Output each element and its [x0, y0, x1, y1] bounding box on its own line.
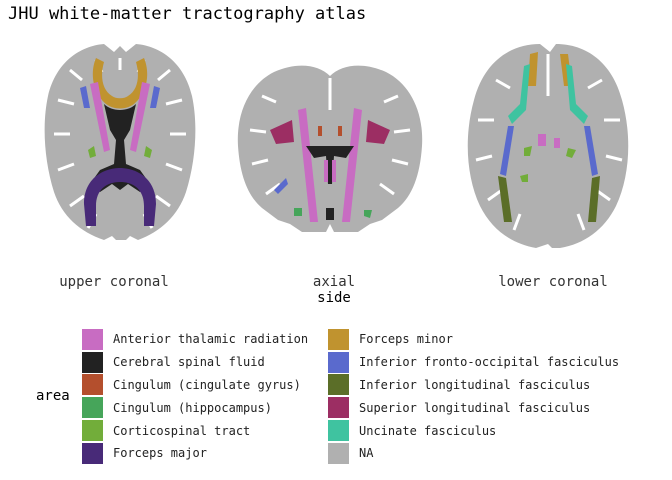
- legend-column-right: Forceps minor Inferior fronto-occipital …: [328, 328, 619, 465]
- legend-label: NA: [359, 446, 374, 461]
- atr-left: [298, 108, 318, 222]
- legend-item: Cingulum (hippocampus): [82, 396, 308, 419]
- legend-label: Superior longitudinal fasciculus: [359, 400, 591, 415]
- legend-swatch: [82, 397, 103, 419]
- cingulum-hippocampus: [294, 208, 372, 218]
- ifof-right: [150, 86, 160, 108]
- ifof-left: [274, 178, 288, 194]
- legend-label: Inferior longitudinal fasciculus: [359, 377, 591, 392]
- legend-item: Forceps minor: [328, 328, 619, 351]
- ifof-right: [584, 126, 598, 176]
- legend-label: Forceps minor: [359, 332, 453, 347]
- legend-swatch: [328, 351, 349, 373]
- legend-item: Corticospinal tract: [82, 419, 308, 442]
- legend-label: Cerebral spinal fluid: [113, 355, 265, 370]
- legend-item: Uncinate fasciculus: [328, 419, 619, 442]
- ilf-right: [588, 176, 600, 222]
- legend-item: Anterior thalamic radiation: [82, 328, 308, 351]
- legend-item: Superior longitudinal fasciculus: [328, 396, 619, 419]
- legend-column-left: Anterior thalamic radiation Cerebral spi…: [82, 328, 308, 465]
- ifof-left: [80, 86, 90, 108]
- legend-swatch: [82, 374, 103, 396]
- legend-item: NA: [328, 442, 619, 465]
- legend-swatch: [82, 420, 103, 442]
- forceps-minor: [92, 58, 148, 109]
- legend-label: Corticospinal tract: [113, 423, 251, 438]
- anterior-thalamic-radiation-right: [130, 82, 150, 152]
- legend-label: Cingulum (hippocampus): [113, 400, 272, 415]
- plot-title: JHU white-matter tractography atlas: [8, 4, 367, 24]
- panel-label-lower-coronal: lower coronal: [498, 274, 608, 290]
- anterior-thalamic-radiation-left: [90, 82, 110, 152]
- panel-label-upper-coronal: upper coronal: [59, 274, 169, 290]
- legend-title: area: [36, 388, 70, 404]
- legend-swatch: [82, 328, 103, 350]
- panel-axial: [237, 65, 423, 232]
- csf: [90, 104, 150, 192]
- panel-label-axial: axial: [312, 274, 356, 290]
- cst-left: [88, 146, 96, 158]
- slf-right: [366, 120, 390, 144]
- legend-label: Uncinate fasciculus: [359, 423, 497, 438]
- legend-swatch: [328, 328, 349, 350]
- csf: [306, 146, 354, 220]
- legend-item: Inferior longitudinal fasciculus: [328, 374, 619, 397]
- legend-label: Forceps major: [113, 446, 207, 461]
- panel-upper-coronal: [44, 44, 196, 240]
- x-axis-title: side: [317, 290, 351, 306]
- legend-label: Inferior fronto-occipital fasciculus: [359, 355, 620, 370]
- atr: [538, 134, 560, 148]
- cingulum-hippocampus: [520, 146, 576, 182]
- legend-item: Cingulum (cingulate gyrus): [82, 374, 308, 397]
- cst-right: [144, 146, 152, 158]
- sulci: [249, 78, 411, 196]
- uncinate-right: [566, 64, 588, 124]
- atr-center: [324, 160, 336, 182]
- cingulum-gyrus: [318, 126, 342, 136]
- legend-swatch: [328, 420, 349, 442]
- slf-left: [270, 120, 294, 144]
- legend-swatch: [82, 351, 103, 373]
- legend-item: Cerebral spinal fluid: [82, 351, 308, 374]
- atr-right: [342, 108, 362, 222]
- legend-item: Forceps major: [82, 442, 308, 465]
- sulci: [475, 54, 623, 231]
- legend-swatch: [328, 442, 349, 464]
- ifof-left: [500, 126, 514, 176]
- uncinate-left: [508, 64, 530, 124]
- legend-swatch: [328, 397, 349, 419]
- legend-label: Anterior thalamic radiation: [113, 332, 309, 347]
- legend-label: Cingulum (cingulate gyrus): [113, 377, 301, 392]
- forceps-minor-left: [528, 52, 538, 86]
- panel-lower-coronal: [467, 44, 629, 248]
- legend-item: Inferior fronto-occipital fasciculus: [328, 351, 619, 374]
- legend-swatch: [82, 442, 103, 464]
- forceps-major: [84, 168, 156, 226]
- ilf-left: [498, 176, 512, 222]
- legend-swatch: [328, 374, 349, 396]
